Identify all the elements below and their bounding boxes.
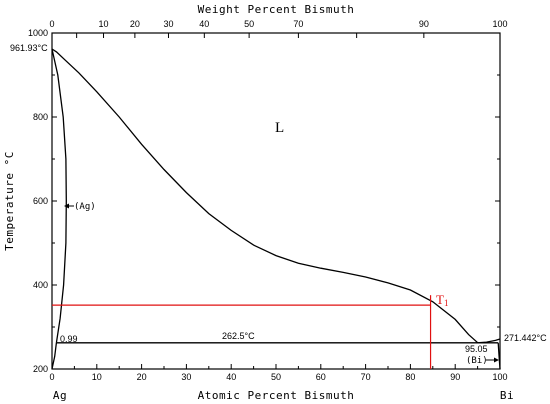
left-axis-ticks: 200 400 600 800 1000	[28, 28, 57, 374]
top-tick-label: 100	[492, 19, 507, 29]
x-tick-label: 40	[226, 372, 236, 382]
x-tick-label: 60	[316, 372, 326, 382]
right-axis-ticks	[495, 32, 500, 370]
eutectic-comp-label: 95.05	[465, 344, 488, 354]
marker-label-main: T	[436, 292, 444, 307]
top-tick-label: 50	[244, 19, 254, 29]
series-solidus-ag	[51, 342, 58, 370]
x-tick-label: 20	[137, 372, 147, 382]
x-tick-label: 50	[271, 372, 281, 382]
element-label-left: Ag	[53, 389, 67, 402]
marker-label: T1	[436, 292, 448, 308]
x-tick-label: 70	[361, 372, 371, 382]
bi-phase-arrowhead	[494, 357, 499, 363]
series-solvus-ag	[51, 48, 67, 343]
top-tick-label: 20	[130, 19, 140, 29]
y-tick-label: 400	[33, 280, 48, 290]
y-tick-label: 800	[33, 112, 48, 122]
top-tick-label: 0	[49, 19, 54, 29]
y-tick-label: 600	[33, 196, 48, 206]
left-axis-title: Temperature °C	[3, 151, 16, 251]
ag-solubility-label: 0.99	[60, 334, 78, 344]
phase-label-ag: (Ag)	[74, 202, 96, 212]
phase-label-liquid: L	[275, 120, 284, 136]
x-tick-label: 100	[492, 372, 507, 382]
top-tick-label: 30	[163, 19, 173, 29]
top-axis-title: Weight Percent Bismuth	[198, 3, 355, 16]
top-tick-label: 90	[419, 19, 429, 29]
marker-layer	[52, 295, 432, 369]
bottom-axis-title: Atomic Percent Bismuth	[198, 389, 355, 402]
series-bi-solvus	[497, 342, 501, 370]
top-tick-label: 10	[99, 19, 109, 29]
top-axis-ticks: 0 10 20 30 40 50 70 90 100	[49, 19, 508, 38]
series-liquidus	[51, 48, 479, 344]
eutectic-temp-label: 262.5°C	[222, 331, 255, 341]
bi-melting-label: 271.442°C	[504, 333, 547, 343]
marker-label-sub: 1	[444, 298, 449, 308]
plot-frame	[51, 32, 501, 370]
x-tick-label: 10	[92, 372, 102, 382]
top-tick-label: 40	[199, 19, 209, 29]
x-tick-label: 30	[181, 372, 191, 382]
series-layer	[51, 48, 501, 370]
y-tick-label: 1000	[28, 28, 48, 38]
x-tick-label: 80	[405, 372, 415, 382]
x-tick-label: 90	[450, 372, 460, 382]
ag-phase-arrowhead	[64, 203, 69, 209]
top-tick-label: 70	[293, 19, 303, 29]
y-tick-label: 200	[33, 364, 48, 374]
bottom-axis-ticks: 0 10 20 30 40 50 60 70 80 90 100	[49, 364, 508, 382]
phase-label-bi: (Bi)	[466, 356, 488, 366]
x-tick-label: 0	[49, 372, 54, 382]
element-label-right: Bi	[500, 389, 514, 402]
ag-melting-label: 961.93°C	[10, 43, 48, 53]
